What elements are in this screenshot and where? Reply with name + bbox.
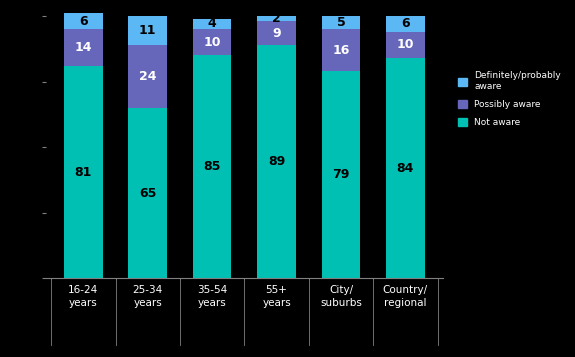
Text: 84: 84	[397, 162, 414, 175]
Text: 5: 5	[336, 16, 346, 29]
Bar	[321, 71, 361, 278]
Text: 11: 11	[139, 24, 156, 37]
Text: 89: 89	[268, 155, 285, 168]
Bar	[321, 16, 361, 29]
Text: 65: 65	[139, 187, 156, 200]
Text: 6: 6	[401, 17, 410, 30]
Bar	[257, 16, 296, 21]
Bar	[257, 45, 296, 278]
Bar	[193, 19, 232, 29]
Text: 6: 6	[79, 15, 87, 28]
Text: 85: 85	[204, 160, 221, 174]
Text: 81: 81	[75, 166, 92, 178]
Bar	[257, 21, 296, 45]
Text: 4: 4	[208, 17, 217, 30]
Bar	[193, 29, 232, 55]
Text: 10: 10	[204, 36, 221, 49]
Bar	[128, 108, 167, 278]
Text: 16: 16	[332, 44, 350, 57]
Text: 2: 2	[272, 12, 281, 25]
Bar	[64, 13, 103, 29]
Legend: Definitely/probably
aware, Possibly aware, Not aware: Definitely/probably aware, Possibly awar…	[455, 69, 564, 130]
Text: 14: 14	[75, 41, 92, 54]
Bar	[193, 55, 232, 278]
Bar	[386, 32, 425, 58]
Bar	[321, 29, 361, 71]
Bar	[64, 29, 103, 66]
Bar	[64, 66, 103, 278]
Text: 24: 24	[139, 70, 156, 83]
Text: 79: 79	[332, 168, 350, 181]
Bar	[386, 58, 425, 278]
Bar	[128, 16, 167, 45]
Bar	[128, 45, 167, 108]
Text: 9: 9	[273, 26, 281, 40]
Bar	[386, 16, 425, 32]
Text: 10: 10	[397, 38, 414, 51]
